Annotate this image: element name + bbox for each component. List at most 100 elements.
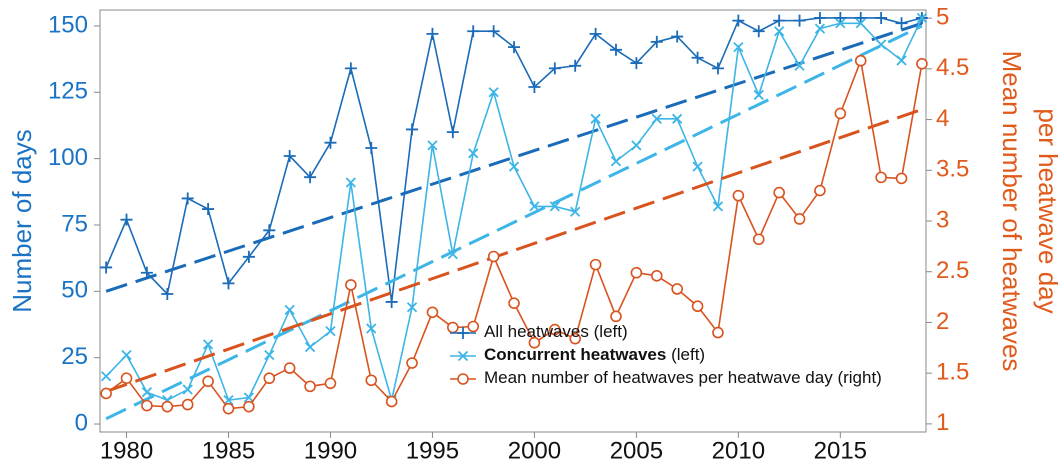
y-tick-label: 75 [61, 210, 88, 237]
point [569, 332, 582, 345]
point [529, 201, 540, 212]
point [834, 107, 847, 120]
point [752, 233, 765, 246]
point [284, 304, 295, 316]
x-tick-label: 2015 [814, 437, 867, 464]
point [141, 387, 153, 398]
y-tick-label: 125 [48, 78, 88, 105]
point [406, 123, 419, 136]
point [589, 258, 602, 271]
point [711, 62, 724, 75]
point [202, 203, 215, 216]
point [650, 35, 663, 48]
point [181, 398, 194, 411]
legend-marker [457, 327, 469, 339]
y-tick-label: 150 [48, 11, 88, 38]
point [468, 148, 479, 159]
point [712, 326, 724, 339]
point [447, 321, 459, 334]
point [324, 136, 337, 149]
point [243, 392, 255, 403]
point [895, 172, 908, 185]
y2-tick-label: 5 [936, 3, 949, 30]
y2-tick-label: 4.5 [936, 54, 969, 81]
point [732, 189, 745, 202]
point [161, 287, 174, 300]
point [100, 387, 112, 400]
y2-tick-label: 3.5 [936, 156, 969, 183]
point [875, 39, 887, 50]
x-tick-label: 2000 [508, 437, 561, 464]
point [691, 51, 704, 64]
point [855, 18, 866, 29]
point [916, 57, 928, 70]
point [222, 402, 235, 415]
trend-line [105, 107, 923, 393]
point [182, 384, 193, 395]
point [834, 11, 847, 24]
x-tick-label: 1990 [304, 437, 357, 464]
point [813, 11, 826, 24]
point [650, 269, 663, 282]
point [304, 171, 317, 184]
point [223, 395, 234, 406]
series-line [105, 17, 923, 303]
point [854, 11, 867, 24]
point [630, 266, 643, 279]
point [467, 320, 480, 333]
legend-label: All heatwaves (left) [484, 322, 628, 341]
point [753, 89, 764, 101]
point [631, 140, 642, 151]
point [671, 30, 684, 43]
y2-axis-label: per heatwave day [1033, 108, 1062, 313]
point [446, 126, 459, 139]
point [875, 171, 887, 184]
legend-name: All heatwaves [484, 322, 589, 341]
point [345, 177, 356, 188]
point [467, 25, 480, 38]
point [121, 349, 132, 361]
point [304, 380, 316, 393]
point [569, 59, 582, 72]
point [427, 140, 438, 151]
point [120, 372, 133, 385]
point [304, 341, 316, 353]
point [733, 42, 744, 53]
trend-line [105, 21, 923, 293]
x-tick-label: 1985 [202, 437, 255, 464]
point [242, 250, 255, 263]
point [283, 149, 296, 162]
y2-tick-label: 4 [936, 105, 949, 132]
point [549, 201, 560, 212]
point [406, 302, 418, 313]
point [487, 25, 500, 38]
trend-line [105, 24, 923, 421]
point [508, 297, 520, 309]
point [385, 295, 398, 308]
legend-label: Mean number of heatwaves per heatwave da… [484, 368, 882, 387]
point [630, 57, 643, 70]
point [181, 192, 194, 205]
point [549, 323, 561, 336]
point [671, 283, 683, 295]
point [692, 161, 703, 172]
point [161, 400, 174, 413]
point [508, 161, 520, 172]
point [202, 339, 214, 350]
point [100, 371, 112, 382]
legend-note: (left) [671, 345, 705, 364]
point [609, 43, 622, 56]
point [589, 27, 602, 40]
point [610, 310, 622, 323]
point [793, 14, 806, 27]
legend-marker [457, 373, 469, 385]
point [895, 17, 908, 30]
point [794, 60, 805, 71]
point [100, 261, 113, 274]
point [222, 277, 235, 290]
point [793, 213, 806, 225]
point [344, 62, 357, 75]
point [814, 23, 826, 34]
x-tick-label: 2010 [712, 437, 765, 464]
point [406, 357, 418, 369]
